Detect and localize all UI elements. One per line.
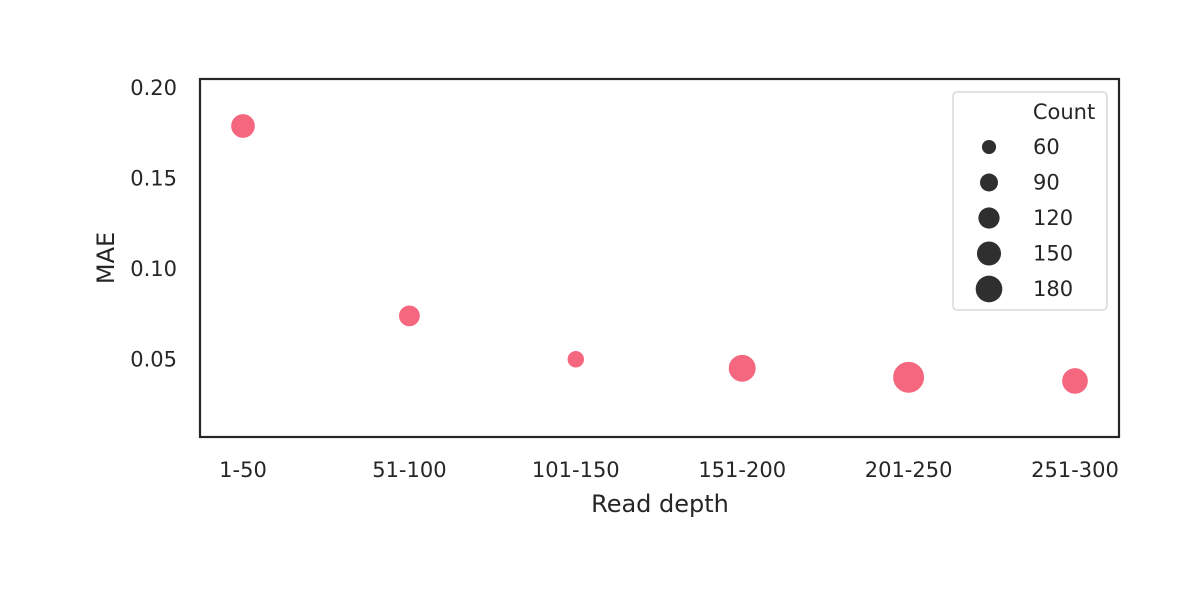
legend-marker-120 — [978, 207, 1000, 229]
y-tick-label: 0.15 — [130, 166, 177, 190]
x-tick-label: 101-150 — [532, 458, 620, 482]
data-points — [230, 113, 1089, 395]
y-tick-label: 0.20 — [130, 76, 177, 100]
x-tick-label: 51-100 — [372, 458, 446, 482]
legend-label: 90 — [1033, 171, 1060, 195]
legend-title: Count — [1033, 100, 1095, 124]
data-point-51-100 — [398, 304, 421, 328]
x-axis-ticks: 1-50 51-100 101-150 151-200 201-250 251-300 — [219, 458, 1119, 482]
legend-label: 180 — [1033, 277, 1073, 301]
y-tick-label: 0.05 — [130, 347, 177, 371]
legend-box — [952, 91, 1108, 311]
x-tick-label: 1-50 — [219, 458, 267, 482]
legend-marker-150 — [976, 241, 1002, 266]
data-point-201-250 — [892, 360, 926, 394]
data-point-1-50 — [230, 113, 256, 139]
legend-marker-180 — [975, 275, 1003, 303]
x-axis-label: Read depth — [591, 490, 729, 518]
data-point-101-150 — [566, 350, 586, 369]
legend-marker-60 — [981, 139, 997, 155]
legend-marker-90 — [980, 173, 998, 192]
legend-entries: 60 90 120 150 180 — [975, 135, 1073, 303]
legend-label: 150 — [1033, 242, 1073, 266]
data-point-151-200 — [727, 353, 757, 383]
y-axis-label: MAE — [92, 232, 120, 284]
legend-label: 120 — [1033, 206, 1073, 230]
x-tick-label: 151-200 — [698, 458, 786, 482]
x-tick-label: 201-250 — [865, 458, 953, 482]
legend: Count 60 90 120 150 180 — [952, 91, 1108, 311]
legend-label: 60 — [1033, 135, 1060, 159]
x-tick-label: 251-300 — [1031, 458, 1119, 482]
y-tick-label: 0.10 — [130, 257, 177, 281]
data-point-251-300 — [1061, 367, 1089, 395]
plot-frame — [198, 77, 1121, 439]
y-axis-ticks: 0.05 0.10 0.15 0.20 — [130, 76, 177, 371]
